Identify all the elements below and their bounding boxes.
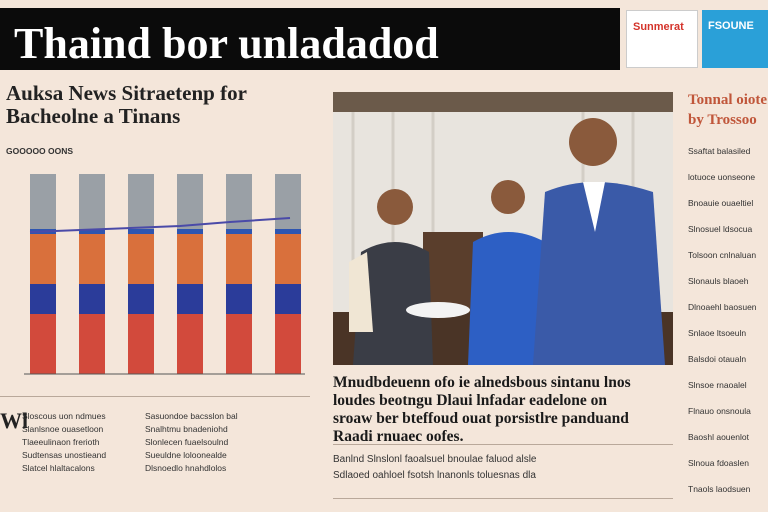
chart-illustration — [24, 174, 305, 375]
text-line: lotuoce uonseone — [688, 172, 756, 182]
bar-segment — [275, 229, 301, 234]
text-line: Balsdoi otaualn — [688, 354, 747, 364]
bar-segment — [275, 234, 301, 284]
text-line: Slonauls blaoeh — [688, 276, 749, 286]
sidebar-headline-line: by Trossoo — [688, 112, 757, 128]
bar-segment — [275, 284, 301, 314]
bar-segment — [226, 229, 252, 234]
text-line: Banlnd Slnslonl faoalsuel bnoulae faluod… — [333, 454, 537, 465]
column-text: Sloscous uon ndmues Slanlsnoe ouasetloon T… — [22, 410, 132, 475]
sidebar-headline-line: Tonnal oiote — [688, 92, 768, 108]
text-line: Slnoua fdoaslen — [688, 458, 749, 468]
text-line: Slonlecen fuaelsoulnd — [145, 437, 229, 447]
bar-segment — [30, 314, 56, 374]
sidebar-text: Ssaftat balasiled lotuoce uonseone Bnoauie… — [688, 138, 768, 502]
rule — [0, 396, 310, 397]
caption-line: sroaw ber bteffoud ouat porsistlre pandu… — [333, 410, 629, 427]
bar-segment — [79, 229, 105, 234]
column-text: Sasuondoe bacsslon bal Snalhtmu bnadenioh… — [145, 410, 305, 475]
text-line: Ssaftat balasiled — [688, 146, 751, 156]
text-line: Slatcel hlaltacalons — [22, 463, 95, 473]
text-line: Sdlaoed oahloel fsotsh lnanonls toluesna… — [333, 470, 536, 481]
bar-segment — [128, 229, 154, 234]
bar-segment — [275, 174, 301, 229]
text-line: Tlaeeulinaon frerioth — [22, 437, 100, 447]
text-line: Bnoauie ouaeltiel — [688, 198, 754, 208]
bar-segment — [177, 174, 203, 229]
text-line: Dlnoaehl baosuen — [688, 302, 757, 312]
bar-segment — [30, 174, 56, 229]
text-line: Tnaols laodsuen — [688, 484, 751, 494]
bar-segment — [177, 314, 203, 374]
text-line: Slanlsnoe ouasetloon — [22, 424, 104, 434]
text-line: Baoshl aouenlot — [688, 432, 749, 442]
bar-segment — [128, 174, 154, 229]
text-line: Sueuldne loloonealde — [145, 450, 227, 460]
sidebar-headline: Tonnal oiote by Trossoo — [688, 90, 767, 130]
chart-label: GOOOOO OONS — [6, 146, 74, 156]
text-line: Sasuondoe bacsslon bal — [145, 411, 238, 421]
bar-segment — [79, 234, 105, 284]
bar-segment — [30, 234, 56, 284]
headline-line: Auksa News Sitraetenp for — [6, 81, 247, 105]
ad[interactable]: FSOUNE — [702, 10, 768, 68]
caption-line: Mnudbdeuenn ofo ie alnedsbous sintanu ln… — [333, 374, 631, 391]
text-line: Sudtensas unostieand — [22, 450, 107, 460]
caption-line: loudes beotngu Dlaui lnfadar eadelone on — [333, 392, 608, 409]
bar-segment — [79, 314, 105, 374]
headline-line: Bacheolne a Tinans — [6, 104, 181, 128]
bar-segment — [128, 284, 154, 314]
drop-cap: Wl — [0, 408, 29, 433]
text-line: Snlaoe ltsoeuln — [688, 328, 747, 338]
bar-segment — [226, 284, 252, 314]
bar-segment — [226, 314, 252, 374]
caption-line: Raadi rnuaec oofes. — [333, 428, 464, 445]
bar-segment — [177, 284, 203, 314]
trend-line — [29, 217, 291, 233]
ad[interactable]: Sunmerat — [626, 10, 698, 68]
bar-segment — [177, 234, 203, 284]
body-text: Banlnd Slnslonl faoalsuel bnoulae faluod… — [333, 452, 673, 484]
bar-segment — [79, 284, 105, 314]
bar-segment — [177, 229, 203, 234]
text-line: Dlsnoedlo hnahdlolos — [145, 463, 227, 473]
text-line: Sloscous uon ndmues — [22, 411, 106, 421]
text-line: Slnsoe rnaoalel — [688, 380, 747, 390]
masthead-title: Thaind bor unladadod — [14, 19, 439, 68]
text-line: Flnauo onsnoula — [688, 406, 751, 416]
text-line: Tolsoon cnlnaluan — [688, 250, 757, 260]
rule — [333, 444, 673, 445]
text-line: Snalhtmu bnadeniohd — [145, 424, 228, 434]
text-line: Slnosuel ldsocua — [688, 224, 753, 234]
bar-segment — [128, 314, 154, 374]
bar-segment — [275, 314, 301, 374]
bar-segment — [79, 174, 105, 229]
masthead: Thaind bor unladadod — [0, 8, 620, 70]
caption: Mnudbdeuenn ofo ie alnedsbous sintanu ln… — [333, 374, 673, 446]
rule — [333, 498, 673, 499]
headline: Auksa News Sitraetenp for Bacheolne a Ti… — [6, 82, 247, 128]
bar-segment — [128, 234, 154, 284]
bar-segment — [226, 234, 252, 284]
photo — [333, 92, 673, 365]
bar-segment — [30, 284, 56, 314]
